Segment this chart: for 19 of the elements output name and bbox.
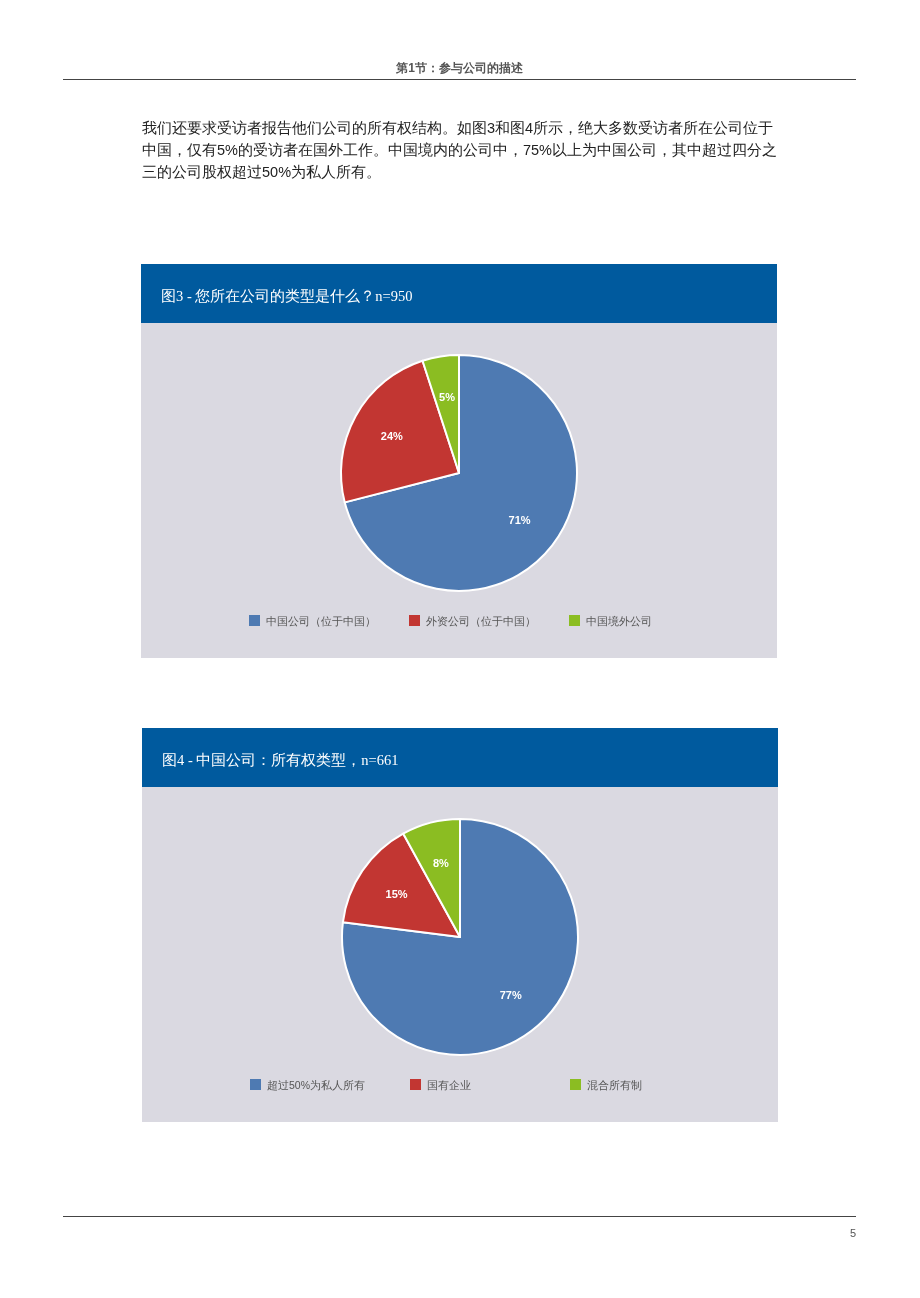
pie-slice — [343, 354, 578, 592]
legend-label: 国有企业 — [427, 1079, 471, 1091]
data-label: 77% — [499, 988, 522, 1001]
data-label: 71% — [508, 514, 531, 527]
text: 5 — [848, 1227, 856, 1239]
data-label: 15% — [385, 887, 408, 900]
chart-title: 图4 - 中国公司：所有权类型，n=661 — [162, 752, 399, 768]
data-label: 8% — [432, 856, 450, 869]
pie-slice — [341, 818, 579, 1056]
text: 我们还要求受访者报告他们公司的所有权结构。如图3和图4所示，绝大多数受访者所在公司位于中国，仅有5%的受访者在国外工作。中国境内的公司中，75%以上为中国公司，其中超过四分之三的公司股权超过50%为私人所有。 — [142, 119, 778, 182]
legend-label: 中国境外公司 — [586, 615, 652, 627]
legend-label: 中国公司（位于中国） — [266, 615, 376, 627]
text: 第1节：参与公司的描述 — [395, 60, 524, 77]
legend-label: 外资公司（位于中国） — [426, 615, 536, 627]
legend-label: 超过50%为私人所有 — [267, 1079, 366, 1091]
chart-title: 图3 - 您所在公司的类型是什么？n=950 — [161, 288, 413, 304]
data-label: 24% — [380, 430, 404, 443]
legend-label: 混合所有制 — [587, 1079, 642, 1091]
data-label: 5% — [439, 391, 456, 404]
